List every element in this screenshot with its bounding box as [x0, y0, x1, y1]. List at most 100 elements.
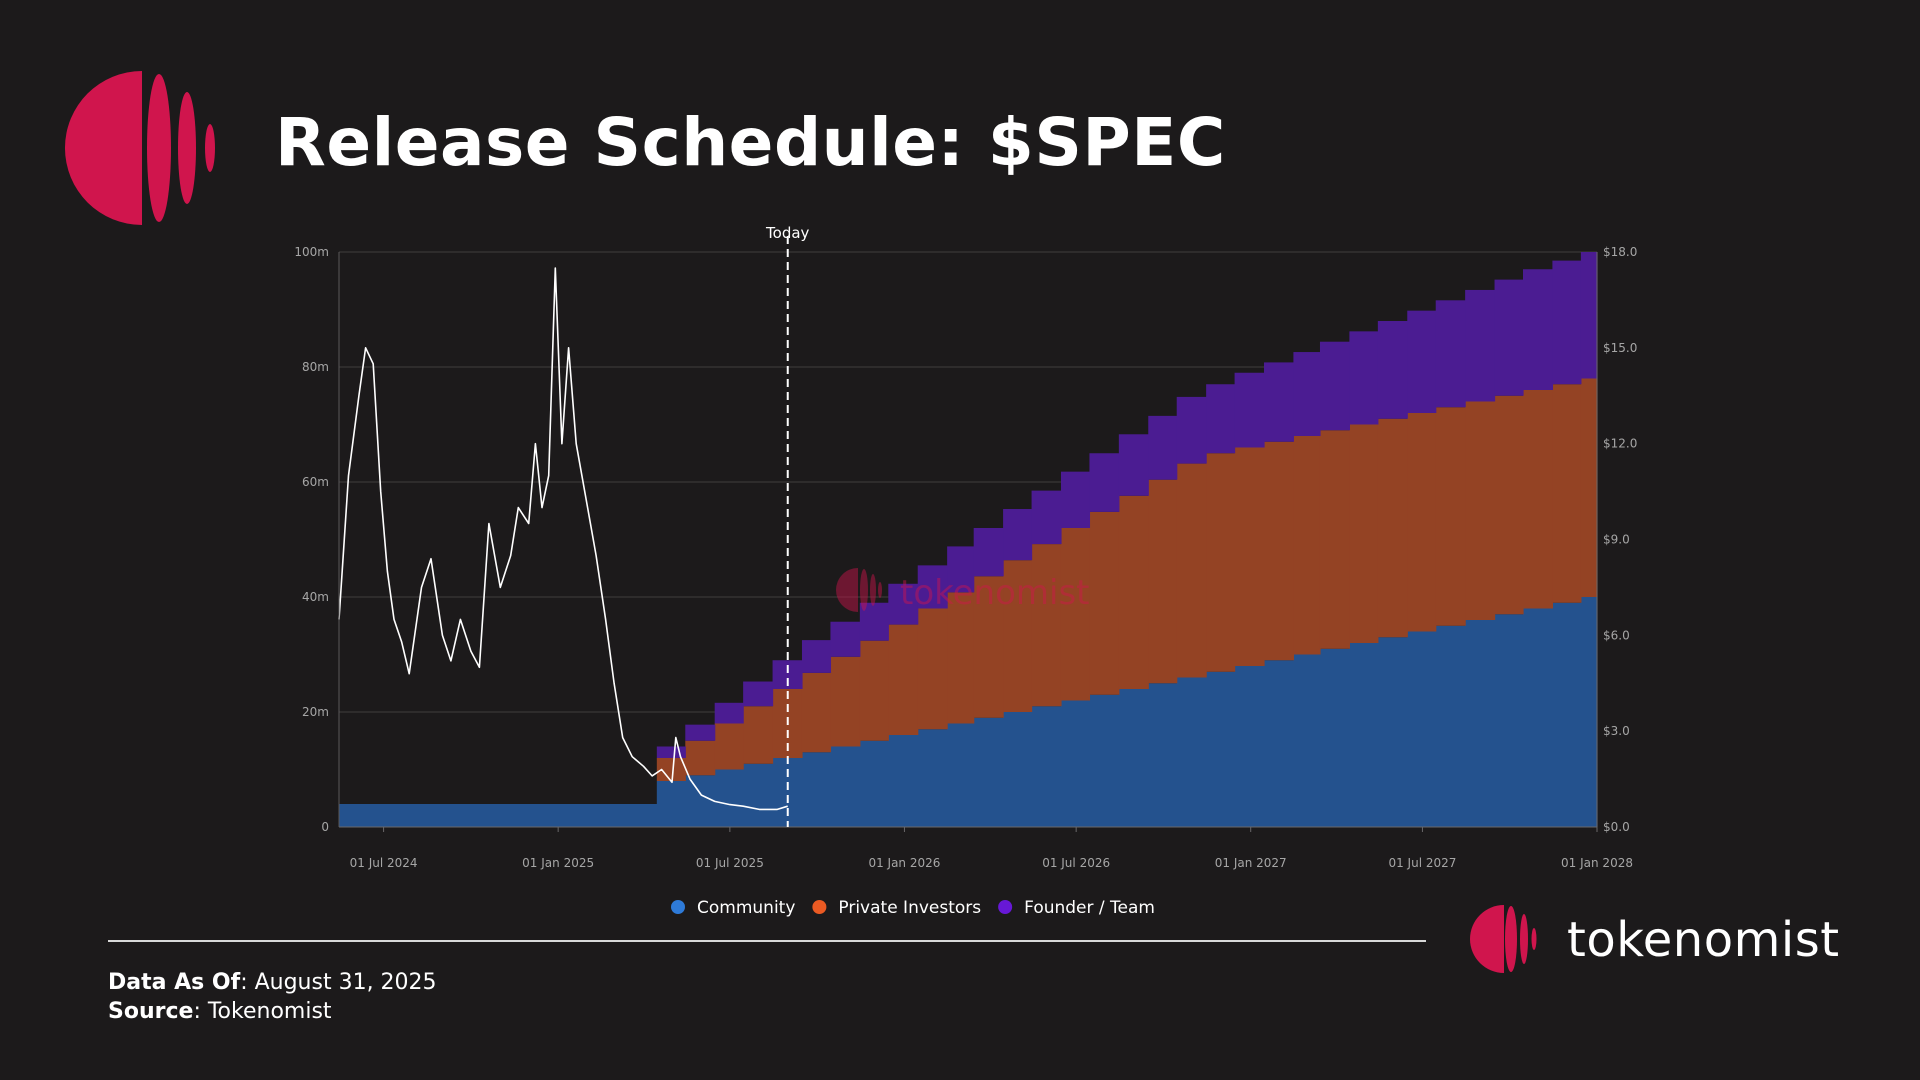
- area-step-founder-team: [1349, 331, 1379, 425]
- x-tick-label: 01 Jul 2026: [1042, 856, 1110, 870]
- area-step-community: [339, 804, 658, 827]
- brand-name: tokenomist: [1567, 912, 1840, 968]
- area-step-community: [947, 723, 975, 827]
- area-step-founder-team: [1264, 362, 1295, 442]
- area-step-community: [1060, 700, 1091, 827]
- area-step-founder-team: [1552, 260, 1582, 385]
- area-step-private-investors: [656, 758, 686, 781]
- area-step-founder-team: [1435, 300, 1466, 408]
- tokenomist-logo-icon: [1470, 905, 1537, 973]
- x-tick-label: 01 Jul 2024: [350, 856, 418, 870]
- area-step-founder-team: [1118, 434, 1149, 496]
- area-step-founder-team: [830, 621, 861, 657]
- area-step-private-investors: [888, 624, 919, 735]
- area-step-founder-team: [1148, 415, 1178, 480]
- y-right-tick-label: $6.0: [1603, 628, 1630, 642]
- area-step-community: [1494, 614, 1524, 827]
- area-step-founder-team: [801, 640, 832, 673]
- area-step-private-investors: [1407, 413, 1437, 632]
- area-step-private-investors: [1435, 407, 1466, 626]
- data-as-of-value: : August 31, 2025: [240, 970, 437, 995]
- area-step-private-investors: [685, 740, 716, 776]
- area-step-founder-team: [685, 724, 716, 741]
- area-step-private-investors: [1580, 378, 1598, 597]
- area-step-private-investors: [1176, 463, 1207, 678]
- area-step-community: [743, 763, 774, 827]
- area-step-founder-team: [1060, 471, 1091, 528]
- area-step-private-investors: [1234, 447, 1265, 666]
- area-step-community: [801, 752, 832, 827]
- area-step-private-investors: [1523, 390, 1554, 609]
- area-step-community: [1234, 666, 1265, 827]
- chart-watermark: tokenomist: [836, 568, 1090, 613]
- release-schedule-chart: tokenomist 0 20m 40m 60m 80m 100m $0.0 $3.0 $6.0…: [294, 224, 1637, 918]
- area-step-private-investors: [1264, 441, 1295, 661]
- legend-label: Community: [697, 898, 795, 918]
- area-step-community: [1580, 597, 1598, 827]
- x-tick-label: 01 Jul 2025: [696, 856, 764, 870]
- area-step-founder-team: [1031, 490, 1062, 545]
- area-step-community: [772, 758, 803, 827]
- legend-swatch: [671, 900, 685, 914]
- area-step-founder-team: [1465, 289, 1496, 402]
- area-step-private-investors: [1293, 436, 1321, 655]
- area-step-founder-team: [1580, 252, 1598, 379]
- area-step-private-investors: [830, 656, 861, 747]
- area-step-community: [1407, 631, 1437, 827]
- area-step-private-investors: [1319, 430, 1350, 649]
- data-as-of: Data As Of: August 31, 2025: [108, 970, 437, 995]
- area-step-private-investors: [1118, 495, 1149, 689]
- y-left-tick-label: 20m: [302, 705, 329, 719]
- area-step-private-investors: [1465, 401, 1496, 620]
- area-step-founder-team: [973, 528, 1004, 577]
- area-step-founder-team: [656, 746, 686, 758]
- area-step-community: [1176, 677, 1207, 827]
- today-label: Today: [765, 224, 810, 242]
- legend-swatch: [998, 900, 1013, 914]
- y-right-tick-label: $15.0: [1603, 341, 1637, 355]
- legend-label: Private Investors: [838, 898, 981, 918]
- area-step-community: [714, 769, 744, 827]
- area-step-private-investors: [1148, 479, 1178, 684]
- area-step-private-investors: [714, 723, 744, 770]
- area-step-founder-team: [1319, 341, 1350, 431]
- area-step-founder-team: [1206, 384, 1236, 454]
- area-step-community: [973, 717, 1004, 827]
- area-step-founder-team: [1089, 453, 1120, 512]
- area-step-community: [1349, 643, 1379, 827]
- x-tick-label: 01 Jan 2027: [1215, 856, 1287, 870]
- footer-divider: [108, 940, 1426, 942]
- watermark-text: tokenomist: [900, 573, 1090, 613]
- area-step-community: [1118, 689, 1149, 827]
- area-step-private-investors: [1377, 418, 1408, 638]
- y-right-tick-label: $18.0: [1603, 245, 1637, 259]
- area-step-private-investors: [1003, 560, 1033, 712]
- area-step-community: [917, 729, 948, 827]
- legend-swatch: [812, 900, 827, 914]
- area-step-private-investors: [1206, 453, 1236, 672]
- y-left-tick-label: 0: [321, 820, 329, 834]
- area-step-community: [830, 746, 861, 827]
- area-step-community: [1319, 648, 1350, 827]
- y-right-tick-label: $3.0: [1603, 724, 1630, 738]
- area-step-community: [1293, 654, 1321, 827]
- y-left-tick-label: 80m: [302, 360, 329, 374]
- area-step-community: [656, 781, 686, 827]
- area-step-founder-team: [888, 583, 919, 625]
- area-step-private-investors: [801, 672, 832, 753]
- area-step-community: [1148, 683, 1178, 827]
- area-step-founder-team: [1293, 352, 1321, 436]
- y-left-tick-label: 60m: [302, 475, 329, 489]
- price-line: [338, 267, 788, 811]
- source-line: Source: Tokenomist: [108, 999, 332, 1024]
- area-step-private-investors: [973, 576, 1004, 718]
- area-step-community: [1031, 706, 1062, 827]
- area-step-community: [1552, 602, 1582, 827]
- area-step-private-investors: [1060, 528, 1091, 701]
- area-step-community: [1089, 694, 1120, 827]
- area-step-private-investors: [1494, 395, 1524, 615]
- area-step-private-investors: [917, 608, 948, 730]
- area-step-community: [1003, 712, 1033, 827]
- area-step-community: [888, 735, 919, 827]
- legend-label: Founder / Team: [1024, 898, 1155, 918]
